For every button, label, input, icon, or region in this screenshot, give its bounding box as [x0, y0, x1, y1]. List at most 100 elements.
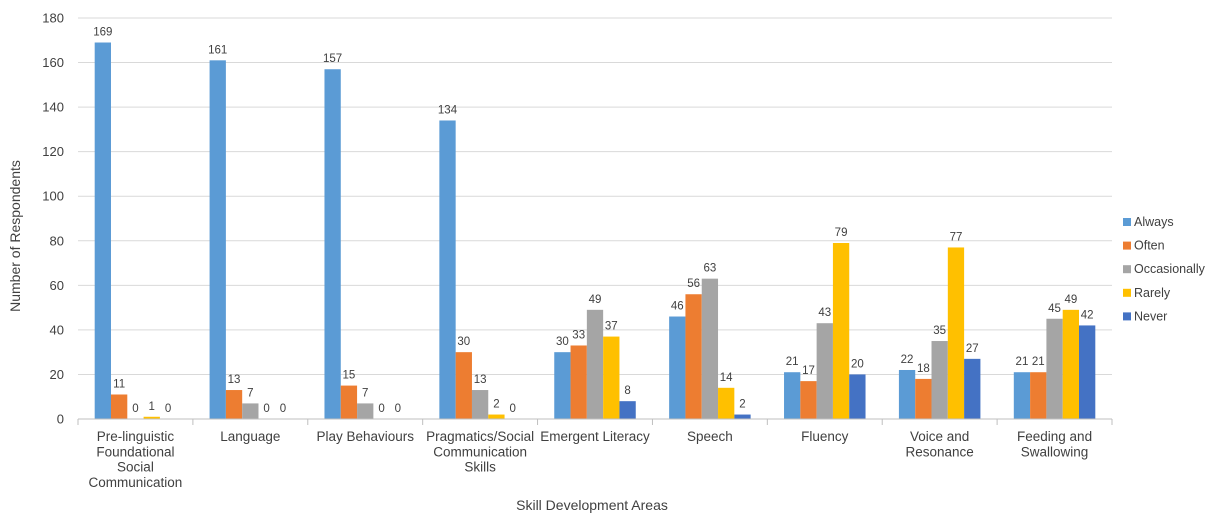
data-label: 0 — [132, 403, 138, 415]
data-label: 77 — [950, 231, 963, 243]
bar-rarely — [947, 247, 965, 419]
legend-swatch-occasionally — [1123, 265, 1131, 274]
y-tick-label: 80 — [50, 233, 64, 248]
data-label: 63 — [703, 263, 716, 275]
legend: Always Often Occasionally Rarely Never — [1123, 215, 1206, 323]
y-tick-label: 40 — [50, 322, 64, 337]
y-axis-title: Number of Respondents — [7, 160, 23, 312]
bar-rarely — [143, 416, 160, 419]
legend-swatch-always — [1123, 218, 1131, 226]
bar-always — [324, 69, 341, 419]
bar-always — [209, 60, 226, 419]
y-tick-label: 100 — [42, 189, 64, 204]
data-label: 169 — [93, 27, 112, 39]
bar-often — [225, 390, 243, 419]
y-tick-label: 60 — [50, 278, 64, 293]
data-label: 42 — [1081, 309, 1094, 321]
data-label: 7 — [247, 387, 253, 399]
data-label: 21 — [786, 356, 799, 368]
data-label: 2 — [493, 399, 499, 411]
bar-always — [1013, 372, 1031, 419]
legend-label: Always — [1134, 215, 1174, 229]
bar-never — [734, 414, 751, 419]
bar-never — [1079, 325, 1096, 419]
y-tick-label: 180 — [42, 11, 64, 26]
legend-swatch-rarely — [1123, 288, 1131, 297]
data-label: 43 — [818, 307, 831, 319]
bar-never — [849, 374, 866, 419]
y-tick-label: 20 — [50, 367, 64, 382]
data-label: 56 — [687, 278, 700, 290]
bar-always — [94, 42, 111, 419]
data-label: 0 — [263, 403, 269, 415]
bars — [94, 42, 1096, 419]
x-axis-title: Skill Development Areas — [516, 497, 668, 513]
bar-occasionally — [1046, 318, 1063, 419]
bar-often — [570, 345, 587, 419]
data-label: 22 — [901, 354, 914, 366]
data-label: 13 — [228, 374, 241, 386]
data-label: 18 — [917, 363, 930, 375]
data-label: 30 — [457, 336, 470, 348]
bar-occasionally — [816, 323, 833, 419]
x-tick-label: Voice and Resonance — [906, 429, 974, 459]
data-label: 35 — [933, 325, 946, 337]
y-tick-label: 140 — [42, 100, 64, 115]
data-label: 79 — [835, 227, 848, 239]
data-label: 0 — [395, 403, 401, 415]
bar-occasionally — [242, 403, 259, 419]
data-label: 20 — [851, 358, 864, 370]
legend-swatch-never — [1123, 312, 1131, 321]
data-label: 7 — [362, 387, 368, 399]
data-label: 134 — [438, 104, 458, 116]
data-label: 17 — [802, 365, 815, 377]
bar-often — [685, 294, 702, 419]
x-tick-label: Fluency — [801, 429, 849, 444]
bar-always — [554, 352, 571, 419]
data-label: 21 — [1016, 356, 1029, 368]
data-label: 13 — [474, 374, 487, 386]
bar-often — [340, 385, 358, 419]
data-label: 0 — [378, 403, 384, 415]
data-label: 49 — [1064, 294, 1077, 306]
bar-always — [669, 316, 686, 419]
legend-label: Rarely — [1134, 286, 1171, 300]
x-tick-label: Speech — [687, 429, 733, 444]
bar-occasionally — [586, 309, 604, 419]
bar-never — [619, 401, 636, 419]
bar-often — [915, 378, 932, 419]
data-label: 0 — [165, 403, 171, 415]
data-label: 33 — [572, 329, 585, 341]
bar-often — [800, 381, 817, 419]
y-tick-label: 160 — [42, 55, 64, 70]
data-label: 0 — [510, 403, 516, 415]
bar-rarely — [603, 336, 620, 419]
legend-label: Never — [1134, 309, 1167, 323]
data-label: 14 — [720, 372, 733, 384]
bar-occasionally — [931, 341, 948, 419]
y-tick-label: 120 — [42, 144, 64, 159]
bar-never — [964, 358, 981, 419]
bar-occasionally — [471, 390, 489, 419]
y-tick-label: 0 — [57, 412, 64, 427]
bar-rarely — [718, 387, 735, 419]
bar-always — [439, 120, 456, 419]
gridlines — [78, 17, 1112, 375]
legend-label: Occasionally — [1134, 262, 1206, 276]
x-tick-label: Pre-linguistic Foundational Social Communic… — [89, 429, 183, 490]
x-tick-label: Feeding and Swallowing — [1017, 429, 1092, 459]
data-label: 37 — [605, 321, 618, 333]
data-label: 30 — [556, 336, 569, 348]
bar-always — [898, 369, 916, 419]
data-label: 15 — [343, 370, 356, 382]
data-label: 11 — [113, 378, 125, 390]
x-tick-label: Language — [220, 429, 280, 444]
data-label: 27 — [966, 343, 979, 355]
bar-rarely — [832, 243, 850, 419]
data-label: 2 — [739, 399, 745, 411]
x-tick-label: Play Behaviours — [316, 429, 414, 444]
